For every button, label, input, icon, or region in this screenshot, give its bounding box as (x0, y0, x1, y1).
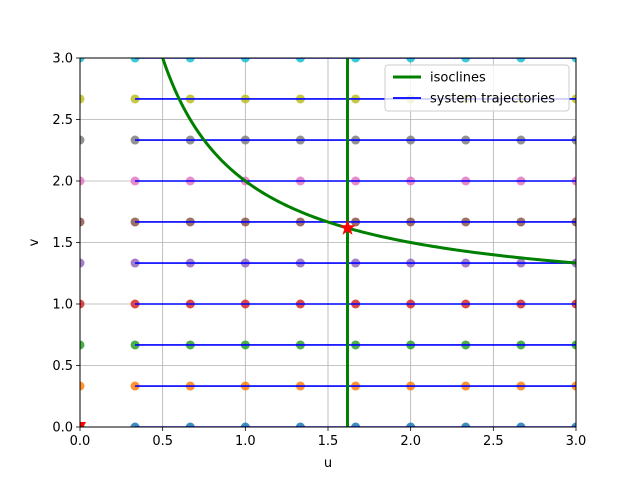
grid-point (240, 58, 250, 63)
grid-point (80, 299, 85, 309)
grid-point (240, 422, 250, 427)
x-tick-label: 0.5 (152, 434, 173, 449)
legend-label: isoclines (430, 71, 486, 86)
x-tick-label: 0.0 (70, 434, 91, 449)
grid-point (185, 422, 195, 427)
grid-point (80, 258, 85, 268)
origin-triangle-marker (80, 422, 86, 427)
grid-point (351, 58, 361, 63)
grid-point (406, 58, 416, 63)
grid-point (130, 422, 140, 427)
grid-point (80, 58, 85, 63)
x-tick-label: 2.5 (483, 434, 504, 449)
x-tick-label: 2.0 (400, 434, 421, 449)
grid-point (80, 217, 85, 227)
grid-point (461, 422, 471, 427)
legend: isoclines system trajectories (384, 64, 570, 112)
y-tick-label: 2.5 (52, 113, 73, 128)
grid-point (571, 58, 576, 63)
grid-point (516, 58, 526, 63)
y-tick-label: 1.0 (52, 298, 73, 313)
y-tick-label: 3.0 (52, 52, 73, 67)
markers (80, 219, 356, 427)
x-tick-label: 1.5 (318, 434, 339, 449)
grid-point (185, 58, 195, 63)
grid-point (80, 381, 85, 391)
y-tick-label: 0.0 (52, 421, 73, 436)
legend-box (384, 64, 570, 112)
grid-point (130, 58, 140, 63)
y-tick-label: 1.5 (52, 236, 73, 251)
grid-point (461, 58, 471, 63)
grid-point (80, 94, 85, 104)
y-tick-label: 2.0 (52, 175, 73, 190)
y-tick-label: 0.5 (52, 359, 73, 374)
grid-point (516, 422, 526, 427)
isocline-hyperbola (161, 58, 576, 265)
x-tick-label: 1.0 (235, 434, 256, 449)
x-axis-label: u (324, 456, 332, 471)
equilibrium-star (339, 219, 356, 235)
grid-point (80, 176, 85, 186)
legend-label: system trajectories (430, 92, 555, 107)
grid-point (406, 422, 416, 427)
grid-point (571, 422, 576, 427)
grid-point (351, 422, 361, 427)
y-axis-label: v (27, 238, 42, 246)
origin-marker-group (80, 422, 86, 427)
grid-point (80, 135, 85, 145)
x-tick-label: 3.0 (566, 434, 587, 449)
grid-point (295, 422, 305, 427)
grid-point (295, 58, 305, 63)
grid-point (80, 340, 85, 350)
ticks: 0.0 0.5 1.0 1.5 2.0 2.5 3.0 0.0 0.5 1.0 1.5 2.0 2.5 3… (52, 52, 586, 450)
isoclines (161, 58, 576, 427)
